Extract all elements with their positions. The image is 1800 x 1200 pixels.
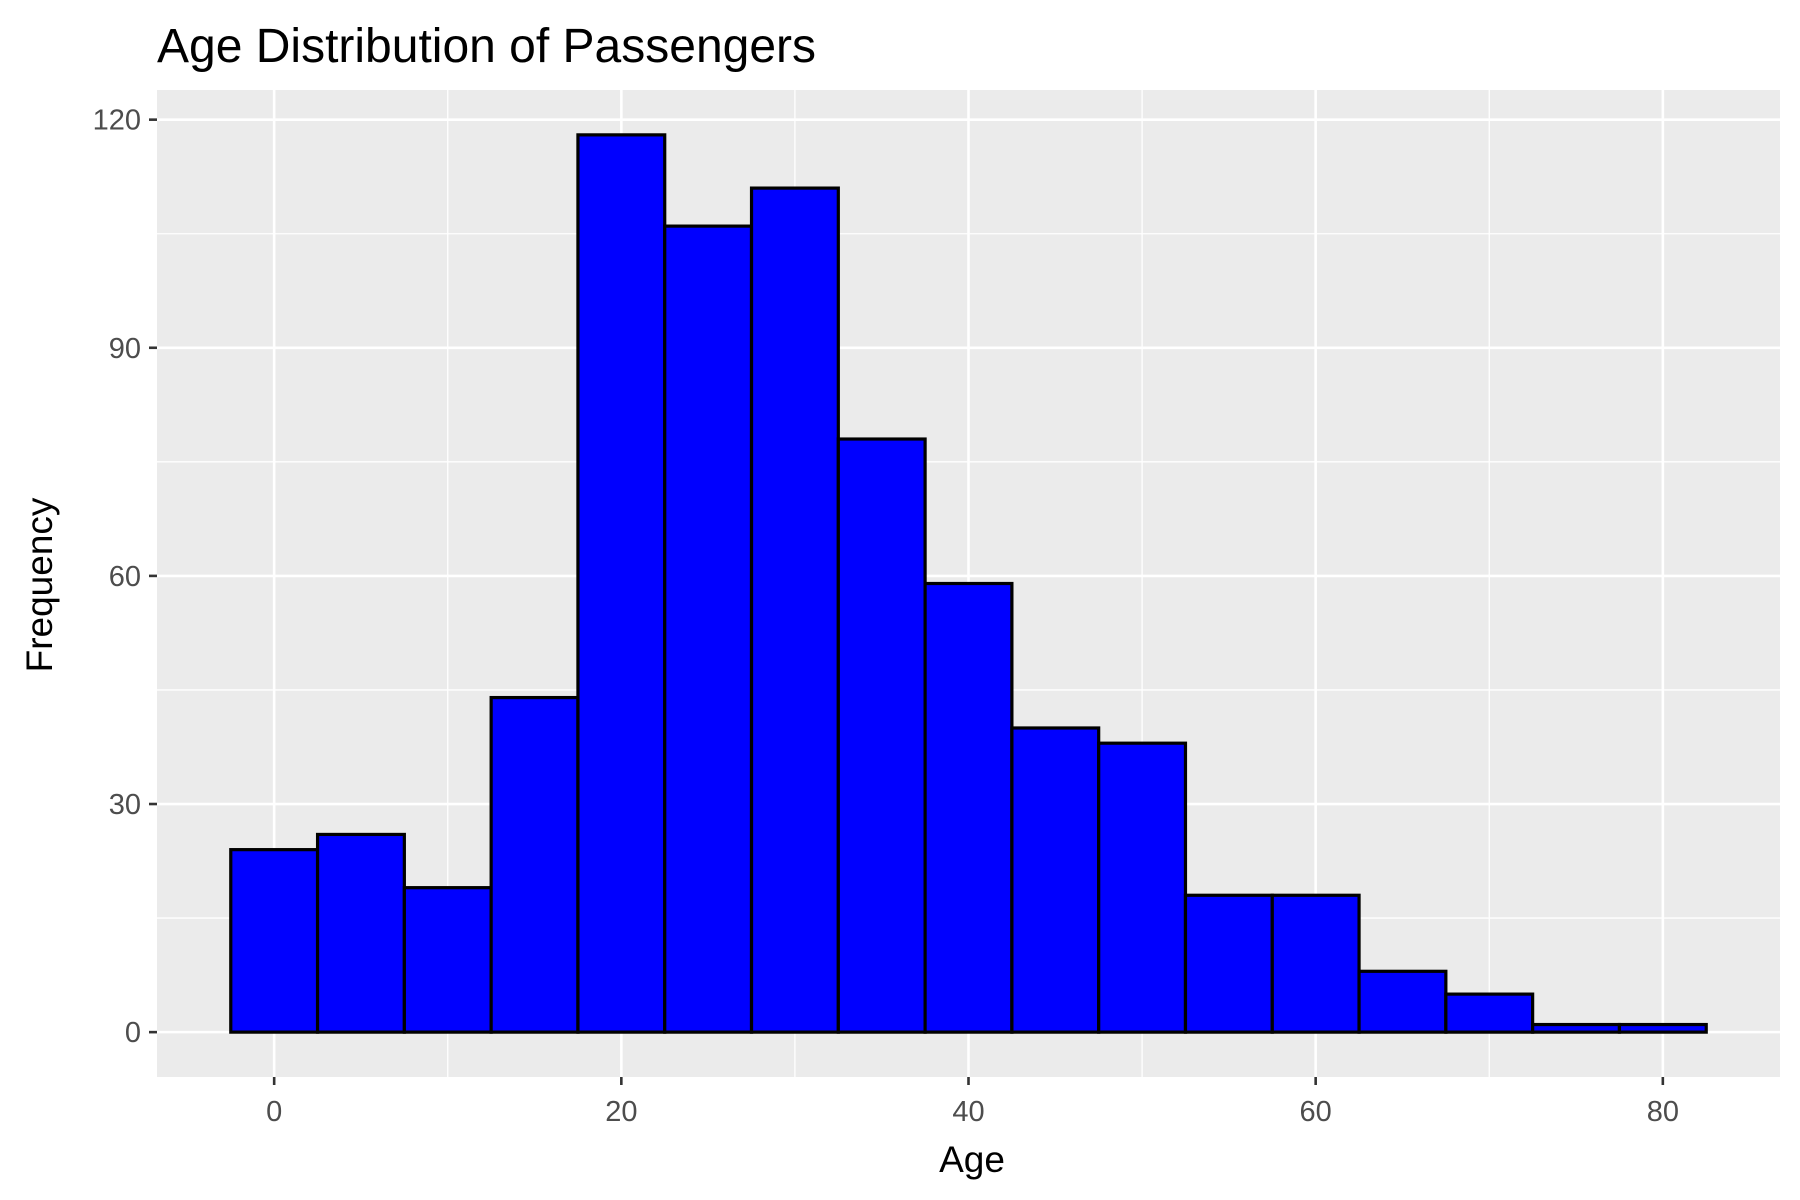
histogram-bar — [1444, 992, 1535, 1034]
x-tick-label: 60 — [1300, 1096, 1332, 1128]
histogram-bar — [1617, 1022, 1708, 1034]
histogram-bar — [1357, 969, 1448, 1034]
histogram-bar — [229, 848, 320, 1034]
histogram-bar — [836, 437, 927, 1034]
y-tick-label: 120 — [93, 105, 141, 137]
y-tick-label: 90 — [109, 333, 141, 365]
histogram-bar — [1183, 893, 1274, 1034]
histogram-bar — [315, 832, 406, 1034]
x-tick-label: 0 — [266, 1096, 282, 1128]
x-axis-ticks: 0 20 40 60 80 — [266, 1077, 1679, 1128]
x-tick-label: 40 — [952, 1096, 984, 1128]
y-tick-label: 30 — [109, 789, 141, 821]
histogram-bar — [1010, 726, 1101, 1034]
y-axis-title: Frequency — [19, 497, 60, 672]
histogram-bars — [229, 133, 1708, 1034]
histogram-bar — [489, 695, 580, 1034]
histogram-bar — [923, 581, 1014, 1034]
y-tick-label: 0 — [125, 1017, 141, 1049]
chart-title: Age Distribution of Passengers — [157, 20, 816, 73]
histogram-bar — [1270, 893, 1361, 1034]
x-tick-label: 20 — [605, 1096, 637, 1128]
histogram-bar — [749, 186, 840, 1034]
y-axis-ticks: 0 30 60 90 120 — [93, 105, 157, 1049]
histogram-bar — [576, 133, 667, 1034]
histogram-bar — [402, 886, 493, 1034]
y-tick-label: 60 — [109, 561, 141, 593]
histogram-bar — [1531, 1022, 1622, 1034]
x-tick-label: 80 — [1647, 1096, 1679, 1128]
histogram-bar — [663, 224, 754, 1034]
x-axis-title: Age — [939, 1139, 1005, 1180]
histogram-bar — [1097, 741, 1188, 1034]
